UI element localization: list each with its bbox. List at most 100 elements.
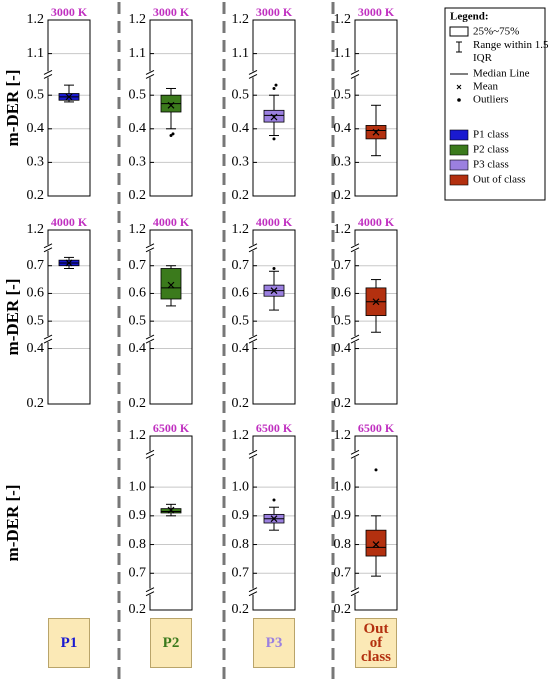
y-tick-label: 0.2	[232, 602, 250, 617]
legend-text: Median Line	[473, 68, 530, 80]
legend-swatch	[449, 159, 469, 171]
outlier	[272, 498, 276, 502]
y-tick-label: 1.2	[27, 12, 45, 27]
outlier	[272, 137, 276, 141]
y-tick-label: 1.2	[27, 222, 45, 237]
y-tick-label: 0.3	[129, 155, 147, 170]
y-tick-label: 1.2	[334, 222, 352, 237]
outlier	[169, 134, 173, 138]
y-tick-label: 1.1	[334, 46, 352, 61]
class-label: P3	[253, 618, 295, 668]
mean	[270, 113, 278, 121]
box	[365, 529, 387, 557]
y-tick-label: 0.6	[232, 286, 250, 301]
legend-key	[456, 84, 462, 90]
axis-break	[147, 336, 153, 343]
y-tick-label: 1.0	[129, 479, 147, 494]
axis-break-mark	[350, 334, 360, 340]
axis-break-mark	[350, 449, 360, 455]
y-tick-label: 0.5	[129, 313, 147, 328]
axis-break-mark	[248, 334, 258, 340]
y-tick-label: 0.4	[232, 341, 250, 356]
y-tick-label: 1.1	[232, 46, 250, 61]
y-tick-label: 1.2	[232, 428, 250, 443]
axis-break	[352, 588, 358, 595]
y-tick-label: 0.6	[129, 286, 147, 301]
y-tick-label: 0.6	[334, 286, 352, 301]
axis-break-mark	[43, 338, 53, 344]
y-tick-label: 0.5	[232, 87, 250, 102]
legend-text-line: IQR	[473, 52, 493, 64]
y-tick-label: 0.4	[27, 121, 45, 136]
axis-break-mark	[248, 587, 258, 593]
outlier	[272, 86, 276, 90]
axis-break-mark	[43, 69, 53, 75]
axis-break-mark	[145, 73, 155, 79]
y-tick-label: 0.2	[334, 602, 352, 617]
y-tick-label: 0.7	[334, 565, 352, 580]
panel-frame	[47, 229, 91, 405]
legend-key	[449, 26, 469, 37]
legend-text: Outliers	[473, 94, 508, 106]
y-tick-label: 0.2	[27, 396, 45, 411]
axis-break-mark	[145, 449, 155, 455]
class-label: P2	[150, 618, 192, 668]
axis-break-mark	[248, 73, 258, 79]
panel-frame	[252, 19, 296, 197]
mean	[372, 541, 380, 548]
y-tick-label: 0.9	[334, 508, 352, 523]
y-tick-label: 0.4	[129, 341, 147, 356]
y-tick-label: 1.0	[232, 479, 250, 494]
axis-break	[250, 244, 256, 251]
axis-break-mark	[145, 334, 155, 340]
mean	[65, 259, 73, 267]
y-tick-label: 0.4	[232, 121, 250, 136]
legend-text: Mean	[473, 81, 499, 93]
y-tick-label: 0.8	[129, 537, 147, 552]
axis-break	[147, 244, 153, 251]
class-label: P1	[48, 618, 90, 668]
axis-break-mark	[145, 587, 155, 593]
axis-break	[147, 451, 153, 458]
y-tick-label: 0.2	[129, 602, 147, 617]
y-tick-label: 0.3	[232, 155, 250, 170]
axis-break-mark	[43, 243, 53, 249]
y-tick-label: 0.3	[27, 155, 45, 170]
y-tick-label: 1.2	[232, 12, 250, 27]
legend-text-line: Range within 1.5	[473, 39, 549, 51]
y-axis-label: m-DER [-]	[3, 485, 22, 562]
outlier	[274, 83, 278, 87]
axis-break	[147, 588, 153, 595]
axis-break-mark	[145, 69, 155, 75]
axis-break-mark	[145, 247, 155, 253]
outlier	[374, 468, 378, 472]
y-tick-label: 0.7	[334, 258, 352, 273]
legend-swatch	[449, 129, 469, 141]
y-tick-label: 0.4	[129, 121, 147, 136]
mean	[65, 93, 73, 101]
axis-break-mark	[350, 587, 360, 593]
y-tick-label: 0.5	[334, 313, 352, 328]
y-tick-label: 0.8	[232, 537, 250, 552]
y-tick-label: 0.4	[334, 341, 352, 356]
legend-key	[457, 98, 461, 102]
legend-entry: P1 class	[473, 129, 509, 141]
axis-break-mark	[43, 334, 53, 340]
class-label: Out of class	[355, 618, 397, 668]
y-tick-label: 0.3	[334, 155, 352, 170]
y-tick-label: 0.7	[232, 565, 250, 580]
axis-break	[352, 71, 358, 78]
axis-break-mark	[248, 69, 258, 75]
y-tick-label: 0.5	[232, 313, 250, 328]
y-tick-label: 1.2	[129, 222, 147, 237]
y-tick-label: 0.2	[334, 396, 352, 411]
axis-break	[250, 451, 256, 458]
outlier	[272, 266, 276, 270]
axis-break	[45, 244, 51, 251]
axis-break	[250, 71, 256, 78]
temperature-label: 6500 K	[358, 421, 395, 435]
axis-break-mark	[145, 243, 155, 249]
axis-break	[147, 71, 153, 78]
axis-break-mark	[350, 73, 360, 79]
legend-swatch	[449, 144, 469, 156]
